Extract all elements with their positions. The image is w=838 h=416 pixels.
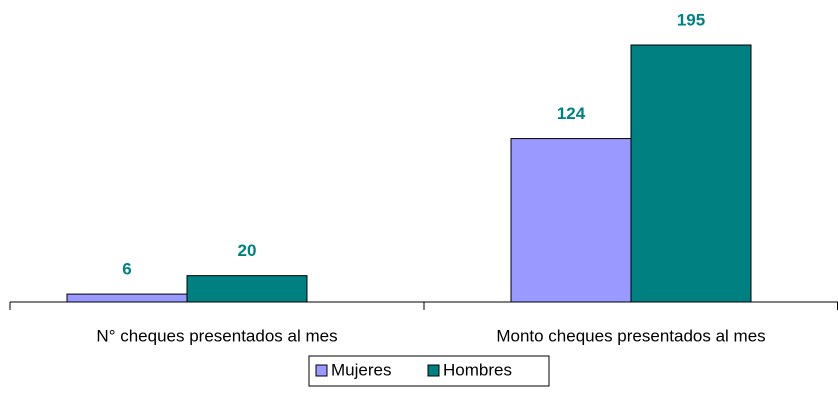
bar xyxy=(510,138,632,303)
bar xyxy=(66,293,188,303)
legend-label: Hombres xyxy=(443,360,512,379)
legend-label: Mujeres xyxy=(331,360,391,379)
legend-swatch xyxy=(427,364,440,377)
data-label: 6 xyxy=(122,260,131,279)
data-label: 20 xyxy=(238,241,257,260)
bar xyxy=(186,275,308,303)
data-label: 124 xyxy=(557,104,586,123)
bar xyxy=(630,44,752,303)
x-tick-label: N° cheques presentados al mes xyxy=(96,326,337,345)
legend-swatch xyxy=(315,364,328,377)
x-tick-label: Monto cheques presentados al mes xyxy=(496,326,765,345)
data-label: 195 xyxy=(677,10,705,29)
